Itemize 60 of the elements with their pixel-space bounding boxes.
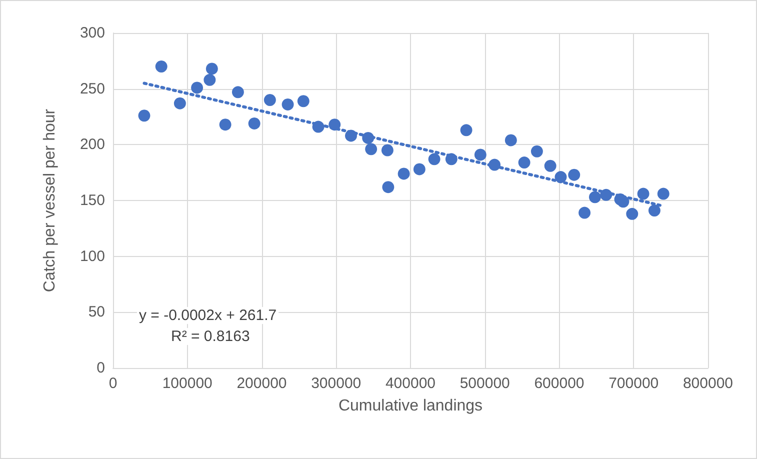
x-tick-label: 300000 <box>311 375 362 392</box>
point <box>617 196 630 208</box>
y-axis-title: Catch per vessel per hour <box>42 108 58 292</box>
point <box>568 168 580 181</box>
point <box>264 94 276 106</box>
point <box>312 120 324 133</box>
x-tick-label: 200000 <box>236 375 287 392</box>
point <box>648 204 660 217</box>
point <box>382 181 394 194</box>
y-tick-label: 250 <box>80 80 105 98</box>
x-tick-label: 700000 <box>608 375 659 392</box>
point <box>297 95 310 108</box>
point <box>381 144 394 156</box>
x-tick-label: 500000 <box>460 375 510 392</box>
point <box>518 156 530 169</box>
point <box>504 134 517 146</box>
point <box>544 160 556 172</box>
point <box>204 74 216 86</box>
x-tick-label: 400000 <box>385 375 436 392</box>
annotation: y = -0.0002x + 261.7 <box>139 307 277 324</box>
point <box>578 206 591 219</box>
point <box>600 188 612 201</box>
point <box>282 98 294 110</box>
point <box>530 145 543 158</box>
point <box>362 132 374 144</box>
point <box>413 163 426 176</box>
y-tick-label: 200 <box>80 136 105 154</box>
x-tick-label: 600000 <box>534 375 584 392</box>
y-tick-label: 150 <box>80 192 105 209</box>
point <box>191 82 204 94</box>
point <box>365 143 378 156</box>
point <box>637 188 650 200</box>
point <box>428 153 440 166</box>
x-axis-title: Cumulative landings <box>338 398 483 414</box>
point <box>474 148 486 161</box>
point <box>398 168 410 180</box>
point <box>174 97 186 110</box>
annotation: R² = 0.8163 <box>171 328 250 345</box>
y-tick-label: 0 <box>96 360 105 376</box>
point <box>328 118 341 131</box>
point <box>232 86 244 98</box>
point <box>219 118 232 131</box>
x-tick-label: 100000 <box>162 375 212 392</box>
x-tick-label: 0 <box>108 375 118 392</box>
point <box>445 153 458 166</box>
point <box>248 117 260 130</box>
point <box>588 191 601 204</box>
point <box>138 110 150 122</box>
y-tick-label: 100 <box>80 248 105 265</box>
point <box>554 171 567 184</box>
point <box>488 158 501 171</box>
y-tick-label: 300 <box>80 24 105 42</box>
point <box>657 188 670 200</box>
point <box>155 60 168 72</box>
y-tick-label: 50 <box>88 304 105 321</box>
point <box>206 62 218 75</box>
point <box>345 130 357 142</box>
x-tick-label: 800000 <box>682 375 734 392</box>
point <box>460 124 472 136</box>
point <box>626 208 638 220</box>
